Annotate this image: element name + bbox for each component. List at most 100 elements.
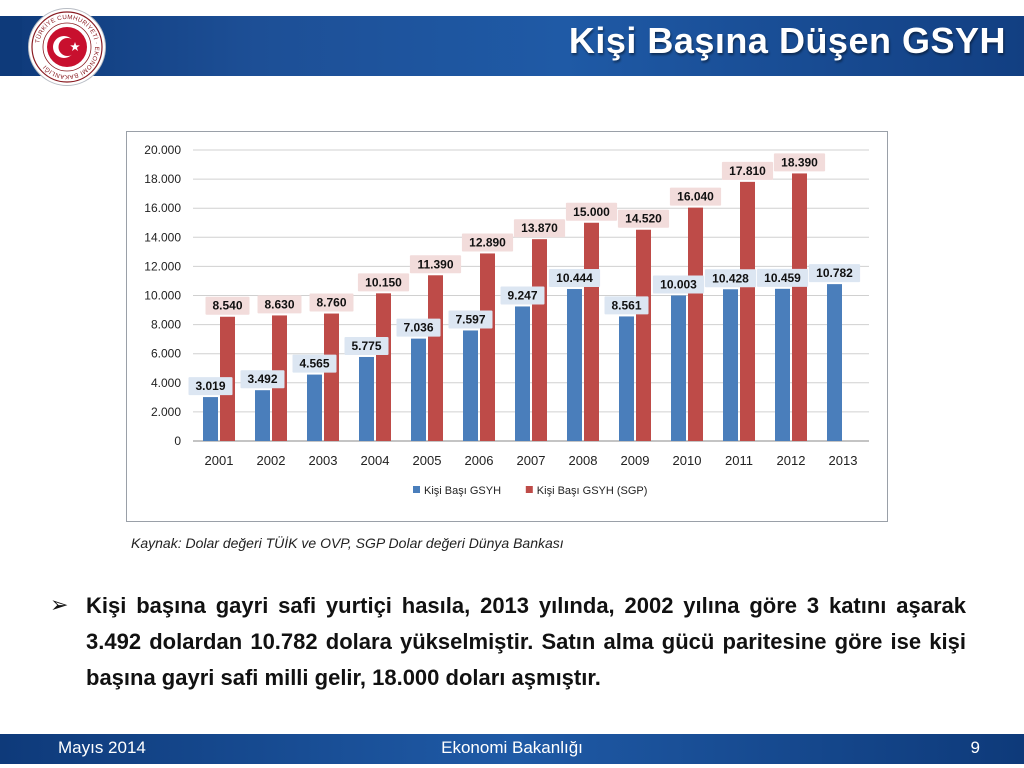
bar-sgp [532,239,547,441]
bar-gsyh [827,284,842,441]
x-tick-label: 2005 [413,453,442,468]
data-label-sgp: 10.150 [365,275,402,289]
bullet-arrow-icon: ➢ [50,592,69,617]
x-tick-label: 2006 [465,453,494,468]
data-label-gsyh: 5.775 [351,339,381,353]
data-label-box-sgp [721,161,774,180]
bar-sgp [376,293,391,441]
footer-page-number: 9 [970,738,980,757]
legend-swatch [413,486,420,493]
data-label-gsyh: 9.247 [507,288,537,302]
data-label-sgp: 12.890 [469,235,506,249]
data-label-box-gsyh [652,275,705,294]
data-label-box-sgp [669,187,722,206]
data-label-box-gsyh [604,296,649,315]
bar-sgp [688,207,703,441]
data-label-box-gsyh [704,269,757,288]
x-tick-label: 2004 [361,453,390,468]
data-label-sgp: 14.520 [625,212,662,226]
x-tick-label: 2002 [257,453,286,468]
data-label-gsyh: 10.459 [764,271,801,285]
bar-gsyh [203,397,218,441]
x-tick-label: 2001 [205,453,234,468]
legend-label: Kişi Başı GSYH (SGP) [537,485,648,497]
ministry-logo: TÜRKİYE CUMHURİYETİ · EKONOMİ BAKANLIĞI [28,8,106,86]
data-label-gsyh: 10.782 [816,266,853,280]
data-label-box-gsyh [188,377,233,396]
data-label-box-gsyh [240,370,285,389]
data-label-box-gsyh [292,354,337,373]
bar-gsyh [567,289,582,441]
y-tick-label: 12.000 [144,259,181,273]
footer-date: Mayıs 2014 [58,738,146,757]
data-label-box-sgp [409,255,462,274]
data-label-box-gsyh [396,318,441,337]
page-title: Kişi Başına Düşen GSYH [568,20,1006,61]
bar-gsyh [671,295,686,441]
y-tick-label: 10.000 [144,289,181,303]
data-label-sgp: 16.040 [677,190,714,204]
data-label-gsyh: 3.019 [195,379,225,393]
data-label-box-gsyh [756,268,809,287]
bar-sgp [324,313,339,441]
gdp-per-capita-chart: 0 2.000 4.000 6.000 8.000 10.000 12.000 14.000 1… [144,143,869,497]
bar-gsyh [619,316,634,441]
data-label-gsyh: 7.036 [403,321,433,335]
data-label-sgp: 15.000 [573,205,610,219]
body-paragraph: Kişi başına gayri safi yurtiçi hasıla, 2… [86,593,966,690]
data-label-gsyh: 4.565 [299,357,329,371]
y-tick-label: 18.000 [144,172,181,186]
data-label-box-sgp [257,295,302,314]
x-tick-label: 2009 [621,453,650,468]
data-label-box-gsyh [548,269,601,288]
x-tick-label: 2011 [725,453,753,468]
data-label-sgp: 8.630 [264,297,294,311]
data-label-gsyh: 10.444 [556,271,593,285]
data-label-box-sgp [309,293,354,312]
bar-gsyh [723,289,738,441]
bar-sgp [428,275,443,441]
data-label-gsyh: 8.561 [611,298,641,312]
legend-label: Kişi Başı GSYH [424,485,501,497]
data-label-sgp: 8.760 [316,296,346,310]
data-label-sgp: 18.390 [781,155,818,169]
x-tick-label: 2007 [517,453,546,468]
data-label-box-sgp [357,273,410,292]
data-label-sgp: 11.390 [417,257,453,271]
data-label-box-gsyh [808,264,861,283]
data-label-gsyh: 7.597 [455,312,485,326]
data-label-box-sgp [565,202,618,221]
data-label-box-sgp [461,233,514,252]
x-tick-label: 2008 [569,453,598,468]
bar-sgp [740,181,755,441]
y-tick-label: 20.000 [144,143,181,157]
bar-gsyh [463,330,478,441]
data-label-sgp: 8.540 [212,299,242,313]
bar-gsyh [515,306,530,441]
y-tick-label: 8.000 [151,318,181,332]
data-label-box-gsyh [344,336,389,355]
chart-frame: 0 2.000 4.000 6.000 8.000 10.000 12.000 14.000 1… [126,131,888,522]
header-bar [0,16,1024,76]
data-label-box-gsyh [448,310,493,329]
data-label-gsyh: 10.428 [712,271,749,285]
footer-org: Ekonomi Bakanlığı [441,738,583,757]
x-tick-label: 2010 [673,453,702,468]
footer-bar: Mayıs 2014 Ekonomi Bakanlığı 9 [0,734,1024,764]
bar-gsyh [775,288,790,441]
crescent-star-icon: TÜRKİYE CUMHURİYETİ · EKONOMİ BAKANLIĞI [31,11,103,83]
data-label-box-sgp [513,219,566,238]
bar-gsyh [359,356,374,441]
bar-sgp [584,222,599,441]
bar-sgp [792,173,807,441]
bar-gsyh [411,338,426,441]
data-label-box-gsyh [500,286,545,305]
source-note: Kaynak: Dolar değeri TÜİK ve OVP, SGP Do… [131,535,564,551]
bar-sgp [636,229,651,441]
y-tick-label: 0 [174,434,181,448]
data-label-box-sgp [205,296,250,315]
data-label-sgp: 17.810 [729,164,766,178]
data-label-gsyh: 10.003 [660,277,697,291]
data-label-box-sgp [617,209,670,228]
legend-swatch [525,486,533,493]
